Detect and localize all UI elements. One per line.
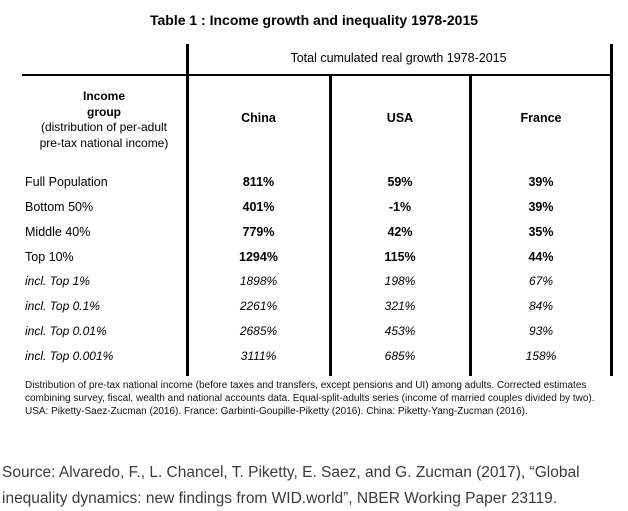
income-group-header-line2: group	[22, 105, 186, 121]
footnote-line-3: USA: Piketty-Saez-Zucman (2016). France:…	[25, 405, 617, 418]
row-label: incl. Top 0.1%	[25, 299, 185, 313]
china-value: 811%	[189, 175, 328, 189]
usa-value: 321%	[332, 299, 468, 313]
row-label: incl. Top 1%	[25, 274, 185, 288]
table-row-full-population: Full Population 811% 59% 39%	[0, 175, 628, 192]
row-label: Middle 40%	[25, 225, 185, 239]
china-value: 779%	[189, 225, 328, 239]
china-value: 1898%	[189, 274, 328, 288]
france-value: 39%	[472, 200, 610, 214]
table-row-top-10: Top 10% 1294% 115% 44%	[0, 250, 628, 267]
usa-value: 453%	[332, 324, 468, 338]
france-value: 84%	[472, 299, 610, 313]
table-footnote: Distribution of pre-tax national income …	[25, 379, 617, 419]
france-value: 158%	[472, 349, 610, 363]
column-header-china: China	[189, 111, 328, 125]
usa-value: 59%	[332, 175, 468, 189]
france-value: 35%	[472, 225, 610, 239]
china-value: 2261%	[189, 299, 328, 313]
usa-value: 685%	[332, 349, 468, 363]
table-header-rule	[22, 74, 613, 76]
china-value: 401%	[189, 200, 328, 214]
income-group-header-line1: Income	[22, 89, 186, 105]
income-group-header: Income group (distribution of per-adult …	[22, 89, 186, 151]
footnote-line-2: combining survey, fiscal, wealth and nat…	[25, 392, 617, 405]
table-row-bottom-50: Bottom 50% 401% -1% 39%	[0, 200, 628, 217]
table-row-middle-40: Middle 40% 779% 42% 35%	[0, 225, 628, 242]
france-value: 39%	[472, 175, 610, 189]
france-value: 93%	[472, 324, 610, 338]
source-caption: Source: Alvaredo, F., L. Chancel, T. Pik…	[2, 460, 628, 511]
column-header-usa: USA	[332, 111, 468, 125]
china-value: 3111%	[189, 349, 328, 363]
row-label: Top 10%	[25, 250, 185, 264]
source-caption-line-2: inequality dynamics: new findings from W…	[2, 486, 628, 511]
row-label: Full Population	[25, 175, 185, 189]
usa-value: 42%	[332, 225, 468, 239]
row-label: Bottom 50%	[25, 200, 185, 214]
table-row-incl-top-1: incl. Top 1% 1898% 198% 67%	[0, 274, 628, 291]
usa-value: 115%	[332, 250, 468, 264]
usa-value: 198%	[332, 274, 468, 288]
table-title: Table 1 : Income growth and inequality 1…	[0, 12, 628, 28]
france-value: 44%	[472, 250, 610, 264]
table-row-incl-top-0-1: incl. Top 0.1% 2261% 321% 84%	[0, 299, 628, 316]
row-label: incl. Top 0.001%	[25, 349, 185, 363]
row-label: incl. Top 0.01%	[25, 324, 185, 338]
table-row-incl-top-0-001: incl. Top 0.001% 3111% 685% 158%	[0, 349, 628, 366]
table-row-incl-top-0-01: incl. Top 0.01% 2685% 453% 93%	[0, 324, 628, 341]
china-value: 2685%	[189, 324, 328, 338]
china-value: 1294%	[189, 250, 328, 264]
income-group-header-line3: (distribution of per-adult	[22, 120, 186, 136]
source-caption-line-1: Source: Alvaredo, F., L. Chancel, T. Pik…	[2, 460, 628, 486]
france-value: 67%	[472, 274, 610, 288]
column-header-france: France	[472, 111, 610, 125]
income-group-header-line4: pre-tax national income)	[22, 136, 186, 152]
column-group-header: Total cumulated real growth 1978-2015	[187, 51, 610, 65]
footnote-line-1: Distribution of pre-tax national income …	[25, 379, 617, 392]
usa-value: -1%	[332, 200, 468, 214]
